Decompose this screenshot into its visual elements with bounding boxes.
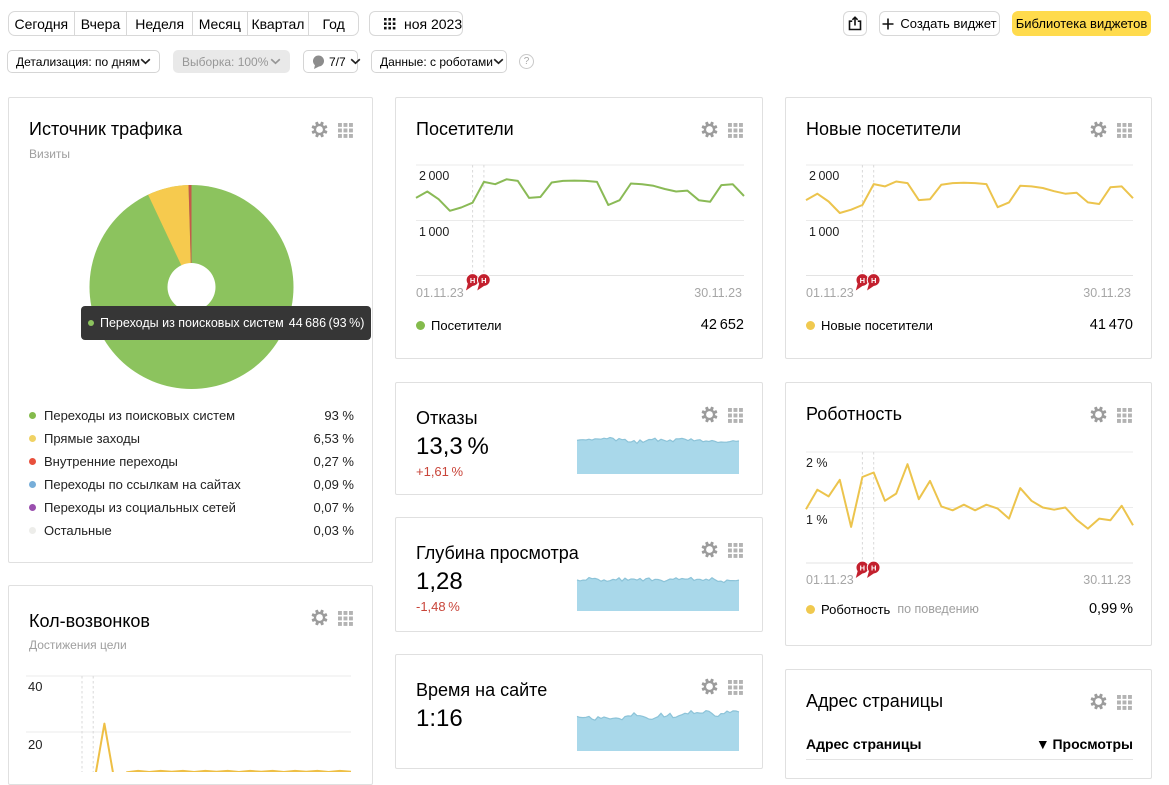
svg-text:20: 20 bbox=[28, 737, 42, 752]
svg-text:Н: Н bbox=[871, 563, 876, 572]
svg-text:Н: Н bbox=[481, 276, 486, 285]
svg-text:Н: Н bbox=[871, 276, 876, 285]
svg-text:40: 40 bbox=[28, 679, 42, 694]
svg-text:Н: Н bbox=[470, 276, 475, 285]
svg-text:Н: Н bbox=[860, 563, 865, 572]
svg-text:Н: Н bbox=[860, 276, 865, 285]
